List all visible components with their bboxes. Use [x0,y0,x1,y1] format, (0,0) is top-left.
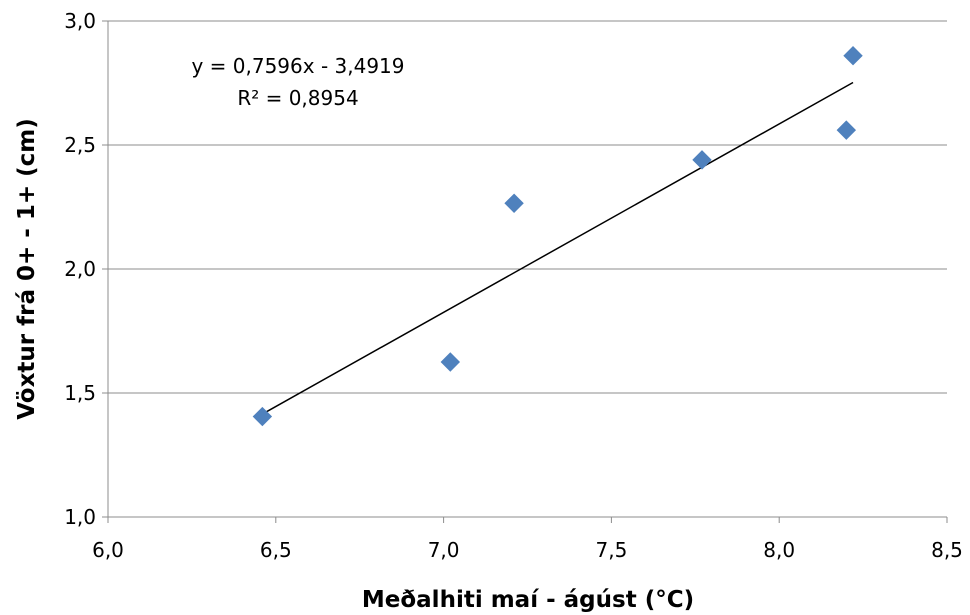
x-tick-label: 6,5 [260,538,292,562]
data-point [836,120,857,140]
data-point [440,352,461,372]
y-tick-label: 3,0 [64,9,96,33]
x-ticks: 6,0 6,5 7,0 7,5 8,0 8,5 [92,517,963,562]
x-axis-title: Meðalhiti maí - ágúst (°C) [362,587,694,613]
x-tick-label: 8,0 [763,538,795,562]
data-point [252,406,273,427]
trendline-equation: y = 0,7596x - 3,4919 [191,54,404,78]
data-points [252,46,863,427]
r-squared-label: R² = 0,8954 [237,86,358,110]
trendline-layer [262,81,854,415]
data-point [504,193,524,213]
data-point [843,46,863,66]
y-tick-label: 1,5 [64,381,96,405]
y-ticks: 1,0 1,5 2,0 2,5 3,0 [64,9,108,529]
data-point [692,150,712,170]
x-tick-label: 7,0 [428,538,460,562]
y-tick-label: 2,0 [64,257,96,281]
trendline [262,81,854,415]
x-tick-label: 8,5 [931,538,963,562]
x-tick-label: 6,0 [92,538,124,562]
grid-layer [108,20,947,394]
y-tick-label: 1,0 [64,505,96,529]
x-tick-label: 7,5 [595,538,627,562]
y-tick-label: 2,5 [64,133,96,157]
y-axis-title: Vöxtur frá 0+ - 1+ (cm) [14,118,40,420]
